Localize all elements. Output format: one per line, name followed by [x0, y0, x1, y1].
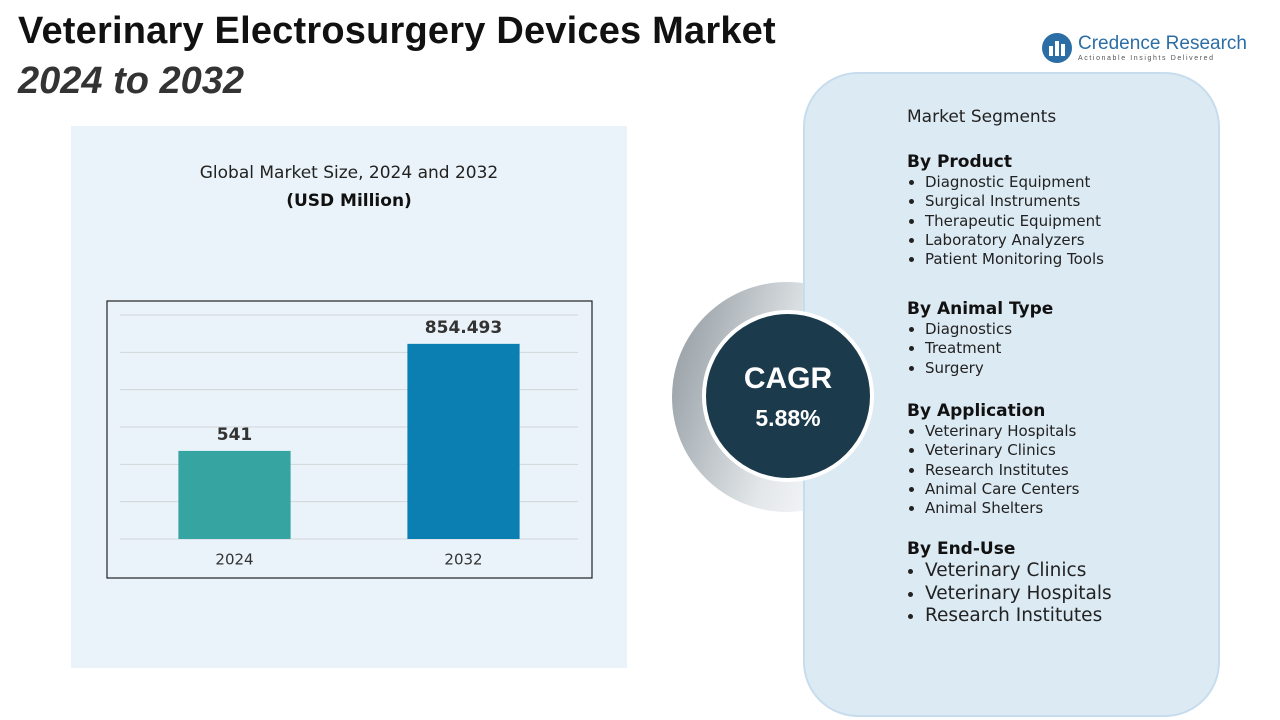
plot: Global Market Size, 2024 and 2032 (USD Mi…: [120, 163, 578, 569]
segment-item: Veterinary Hospitals: [925, 583, 1112, 606]
segment-list: Veterinary ClinicsVeterinary HospitalsRe…: [907, 560, 1112, 628]
cagr-value: 5.88%: [755, 405, 820, 431]
segment-heading: By Product: [907, 152, 1012, 172]
cagr-label: CAGR: [744, 362, 833, 395]
data-label: 541: [217, 425, 253, 445]
x-tick-label: 2024: [215, 551, 253, 569]
segment-item: Animal Shelters: [925, 499, 1079, 518]
segment-item: Veterinary Clinics: [925, 560, 1112, 583]
segment-heading: By Application: [907, 401, 1046, 421]
segment-group: By ProductDiagnostic EquipmentSurgical I…: [907, 152, 1104, 269]
segment-item: Patient Monitoring Tools: [925, 250, 1104, 269]
logo-icon: [1042, 33, 1072, 63]
segment-item: Research Institutes: [925, 461, 1079, 480]
segment-item: Animal Care Centers: [925, 480, 1079, 499]
x-tick-label: 2032: [444, 551, 482, 569]
bar: [178, 450, 291, 539]
subtitle: 2024 to 2032: [18, 60, 245, 102]
segment-group: By Animal TypeDiagnosticsTreatmentSurger…: [907, 299, 1053, 378]
logo-tagline: Actionable Insights Delivered: [1078, 55, 1215, 62]
chart-title: Global Market Size, 2024 and 2032: [200, 163, 499, 183]
bar: [407, 343, 520, 539]
data-label: 854.493: [425, 318, 502, 338]
segments-title: Market Segments: [907, 107, 1057, 127]
segment-item: Research Institutes: [925, 605, 1112, 628]
cagr-circle: [702, 310, 874, 482]
segment-list: Diagnostic EquipmentSurgical Instruments…: [907, 173, 1104, 269]
segment-heading: By Animal Type: [907, 299, 1054, 319]
segment-list: Veterinary HospitalsVeterinary ClinicsRe…: [907, 422, 1079, 518]
segment-item: Treatment: [925, 339, 1053, 358]
segment-item: Surgical Instruments: [925, 192, 1104, 211]
segment-item: Surgery: [925, 359, 1053, 378]
title: Veterinary Electrosurgery Devices Market: [18, 10, 776, 52]
segment-list: DiagnosticsTreatmentSurgery: [907, 320, 1053, 378]
segment-item: Diagnostics: [925, 320, 1053, 339]
segment-group: By End-UseVeterinary ClinicsVeterinary H…: [907, 539, 1112, 628]
logo-name: Credence Research: [1078, 33, 1247, 54]
segment-item: Veterinary Clinics: [925, 441, 1079, 460]
segment-group: By ApplicationVeterinary HospitalsVeteri…: [907, 401, 1079, 518]
chart-subtitle: (USD Million): [286, 191, 412, 211]
segment-item: Veterinary Hospitals: [925, 422, 1079, 441]
segment-heading: By End-Use: [907, 539, 1016, 559]
segment-item: Laboratory Analyzers: [925, 231, 1104, 250]
segment-item: Therapeutic Equipment: [925, 212, 1104, 231]
segment-item: Diagnostic Equipment: [925, 173, 1104, 192]
